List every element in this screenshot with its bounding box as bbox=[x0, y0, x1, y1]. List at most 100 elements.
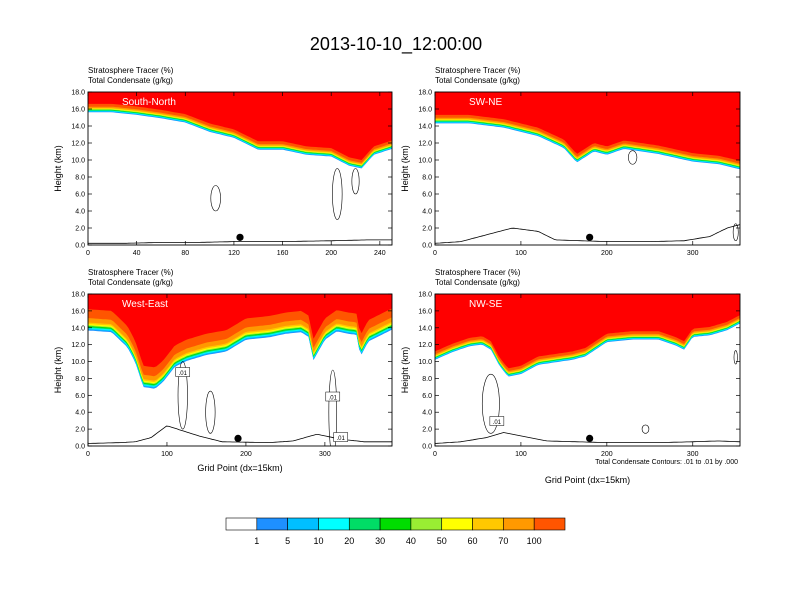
y-tick-label: 2.0 bbox=[75, 427, 85, 434]
condensate-contour bbox=[351, 168, 360, 195]
y-tick-label: 6.0 bbox=[422, 192, 432, 199]
y-tick-label: 18.0 bbox=[418, 292, 432, 299]
y-tick-label: 8.0 bbox=[75, 376, 85, 383]
header-condensate: Total Condensate (g/kg) bbox=[88, 76, 173, 85]
plot-frame bbox=[87, 91, 393, 246]
location-marker bbox=[586, 233, 594, 241]
y-tick-label: 14.0 bbox=[71, 325, 85, 332]
condensate-contour bbox=[628, 150, 638, 165]
colorbar-swatch bbox=[472, 517, 504, 531]
condensate-contour bbox=[210, 185, 221, 212]
colorbar-swatch bbox=[318, 517, 350, 531]
x-tick-label: 200 bbox=[601, 250, 613, 257]
colorbar: 1 5 10 20 30 40 50 60 70 100 bbox=[225, 517, 566, 546]
contour-label-box bbox=[175, 367, 191, 377]
colorbar-label: 100 bbox=[527, 536, 542, 546]
colorbar-swatch bbox=[256, 517, 288, 531]
colorbar-swatch bbox=[503, 517, 535, 531]
x-tick-label: 0 bbox=[86, 451, 90, 458]
x-tick-label: 200 bbox=[325, 250, 337, 257]
location-marker bbox=[586, 434, 594, 442]
y-tick-label: 2.0 bbox=[422, 226, 432, 233]
x-tick-label: 80 bbox=[181, 250, 189, 257]
panels-group: Stratosphere Tracer (%)Total Condensate … bbox=[53, 66, 741, 485]
header-tracer: Stratosphere Tracer (%) bbox=[88, 268, 174, 277]
contour-label: .01 bbox=[489, 416, 505, 426]
condensate-contour bbox=[177, 361, 188, 430]
colorbar-label: 40 bbox=[406, 536, 416, 546]
header-tracer: Stratosphere Tracer (%) bbox=[435, 66, 521, 75]
y-tick-label: 0.0 bbox=[75, 243, 85, 250]
y-tick-label: 16.0 bbox=[71, 308, 85, 315]
y-axis-label: Height (km) bbox=[53, 347, 63, 394]
y-tick-label: 14.0 bbox=[71, 124, 85, 131]
terrain-line bbox=[435, 432, 740, 444]
y-tick-label: 10.0 bbox=[71, 359, 85, 366]
condensate-contour bbox=[732, 223, 739, 242]
y-tick-label: 0.0 bbox=[75, 444, 85, 451]
panel-south-north: Stratosphere Tracer (%)Total Condensate … bbox=[53, 66, 393, 257]
y-tick-label: 14.0 bbox=[418, 325, 432, 332]
condensate-contour bbox=[733, 350, 738, 365]
y-tick-label: 4.0 bbox=[422, 410, 432, 417]
terrain-line bbox=[88, 239, 392, 244]
x-tick-label: 200 bbox=[601, 451, 613, 458]
tracer-band-0 bbox=[88, 294, 392, 368]
panel-nw-se: Stratosphere Tracer (%)Total Condensate … bbox=[400, 268, 741, 485]
y-tick-label: 8.0 bbox=[422, 175, 432, 182]
colorbar-label: 5 bbox=[285, 536, 290, 546]
tracer-fill bbox=[435, 294, 740, 444]
x-tick-label: 0 bbox=[86, 250, 90, 257]
tracer-fill bbox=[88, 294, 392, 446]
condensate-contour bbox=[205, 390, 216, 434]
panel-name: South-North bbox=[122, 97, 176, 108]
terrain-line bbox=[435, 224, 740, 244]
y-tick-label: 4.0 bbox=[422, 209, 432, 216]
y-tick-label: 6.0 bbox=[75, 192, 85, 199]
panel-sw-ne: Stratosphere Tracer (%)Total Condensate … bbox=[400, 66, 741, 257]
contour-label-text: .01 bbox=[493, 420, 502, 426]
y-tick-label: 8.0 bbox=[422, 376, 432, 383]
figure-title: 2013-10-10_12:00:00 bbox=[310, 34, 482, 55]
plot-frame bbox=[87, 293, 393, 447]
header-tracer: Stratosphere Tracer (%) bbox=[88, 66, 174, 75]
tracer-fill bbox=[88, 92, 392, 244]
header-condensate: Total Condensate (g/kg) bbox=[435, 76, 520, 85]
y-tick-label: 10.0 bbox=[418, 359, 432, 366]
condensate-contour bbox=[332, 168, 343, 220]
colorbar-swatch bbox=[287, 517, 319, 531]
x-tick-label: 0 bbox=[433, 250, 437, 257]
y-tick-label: 4.0 bbox=[75, 209, 85, 216]
contour-label: .01 bbox=[175, 367, 191, 377]
colorbar-swatch bbox=[441, 517, 473, 531]
tracer-fill bbox=[435, 92, 740, 244]
colorbar-swatch bbox=[379, 517, 412, 531]
contour-label: .01 bbox=[325, 391, 341, 402]
y-tick-label: 18.0 bbox=[71, 292, 85, 299]
y-tick-label: 10.0 bbox=[418, 158, 432, 165]
colorbar-swatch bbox=[533, 517, 566, 531]
y-tick-label: 16.0 bbox=[71, 107, 85, 114]
colorbar-label: 20 bbox=[344, 536, 354, 546]
contour-label-text: .01 bbox=[329, 396, 338, 402]
y-axis-label: Height (km) bbox=[400, 347, 410, 394]
contour-label-text: .01 bbox=[337, 436, 346, 442]
y-tick-label: 12.0 bbox=[418, 342, 432, 349]
colorbar-label: 50 bbox=[437, 536, 447, 546]
x-axis-label: Grid Point (dx=15km) bbox=[197, 463, 282, 473]
x-tick-label: 240 bbox=[374, 250, 386, 257]
x-axis-label: Grid Point (dx=15km) bbox=[545, 475, 630, 485]
y-tick-label: 18.0 bbox=[71, 90, 85, 97]
contour-label-box bbox=[489, 416, 505, 426]
panel-west-east: Stratosphere Tracer (%)Total Condensate … bbox=[53, 268, 393, 473]
colorbar-label: 1 bbox=[254, 536, 259, 546]
colorbar-label: 30 bbox=[375, 536, 385, 546]
location-marker bbox=[236, 233, 244, 241]
y-tick-label: 0.0 bbox=[422, 444, 432, 451]
x-tick-label: 40 bbox=[133, 250, 141, 257]
y-tick-label: 2.0 bbox=[75, 226, 85, 233]
y-axis-label: Height (km) bbox=[400, 145, 410, 192]
y-tick-label: 10.0 bbox=[71, 158, 85, 165]
plot-frame bbox=[434, 91, 741, 246]
